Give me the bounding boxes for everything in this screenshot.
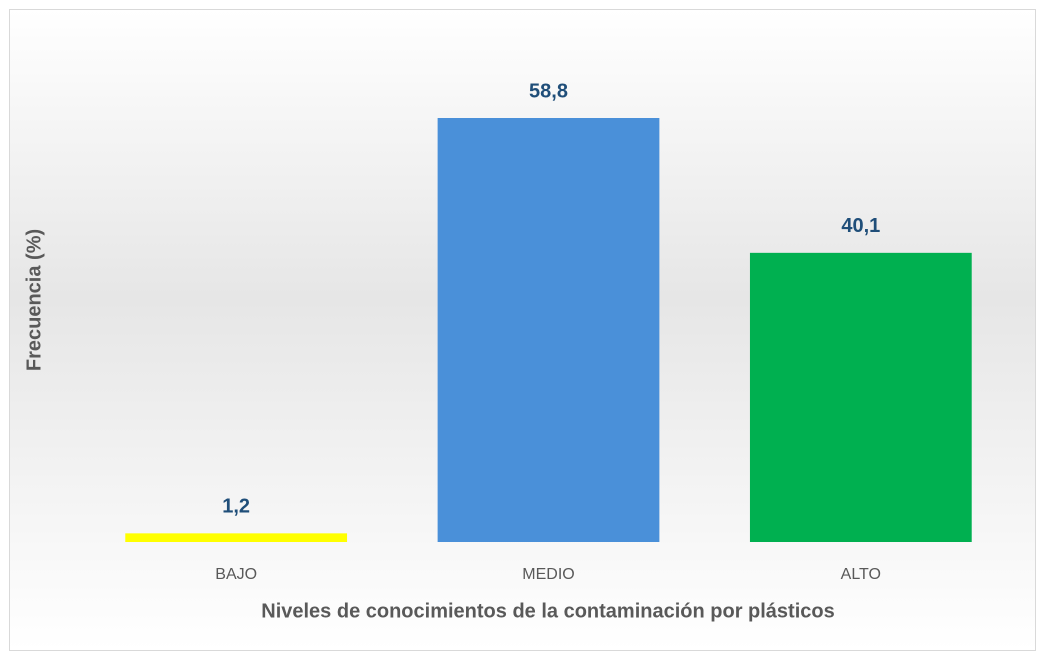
y-axis-title: Frecuencia (%) [23, 229, 45, 371]
bar [437, 118, 660, 542]
x-axis-title: Niveles de conocimientos de la contamina… [261, 600, 835, 622]
x-tick-label: ALTO [841, 566, 881, 583]
bar [749, 252, 972, 542]
bar [125, 533, 348, 542]
x-tick-label: BAJO [215, 566, 257, 583]
value-label: 40,1 [841, 215, 880, 237]
value-label: 1,2 [222, 496, 250, 518]
x-tick-label: MEDIO [522, 566, 574, 583]
value-label: 58,8 [529, 80, 568, 102]
